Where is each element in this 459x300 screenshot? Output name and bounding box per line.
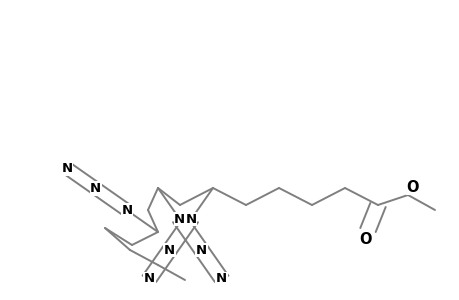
Text: N: N bbox=[121, 204, 132, 217]
Text: N: N bbox=[163, 244, 174, 257]
Text: N: N bbox=[62, 162, 73, 175]
Text: N: N bbox=[185, 213, 196, 226]
Text: N: N bbox=[196, 244, 207, 257]
Text: N: N bbox=[216, 272, 227, 285]
Text: N: N bbox=[174, 213, 185, 226]
Text: O: O bbox=[359, 232, 371, 247]
Text: N: N bbox=[90, 182, 101, 195]
Text: O: O bbox=[406, 179, 418, 194]
Text: N: N bbox=[144, 272, 155, 285]
